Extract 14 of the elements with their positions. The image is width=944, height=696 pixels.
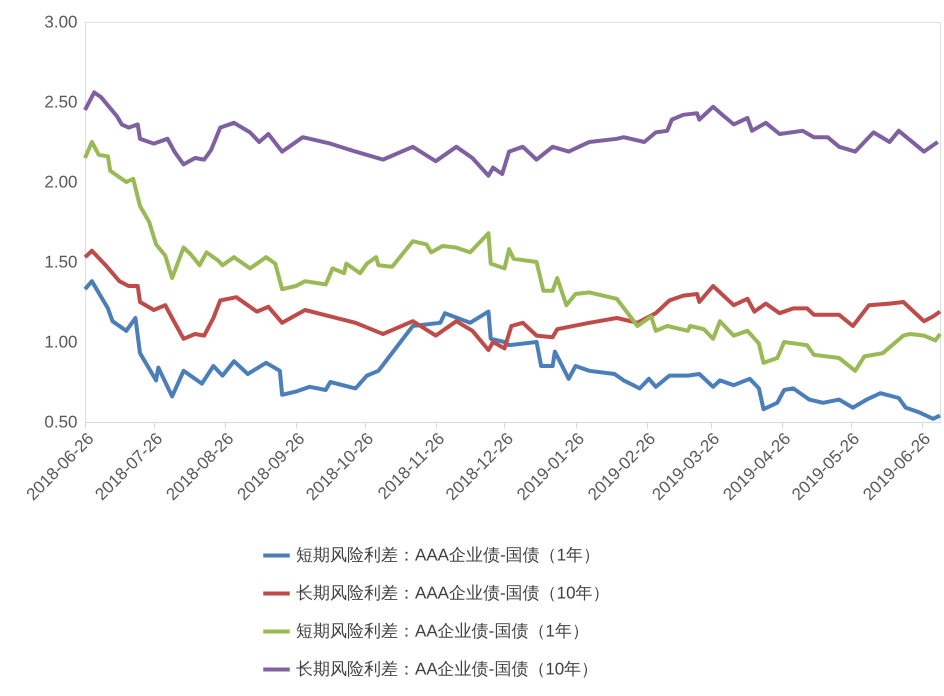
legend-label: 长期风险利差：AAA企业债-国债（10年） — [296, 584, 610, 602]
y-tick-label: 1.50 — [44, 252, 78, 272]
line-series — [83, 140, 942, 373]
legend-label: 短期风险利差：AA企业债-国债（1年） — [296, 622, 589, 640]
legend-label: 长期风险利差：AA企业债-国债（10年） — [296, 660, 598, 678]
y-tick-label: 3.00 — [44, 12, 78, 32]
y-tick-label: 2.50 — [44, 92, 78, 112]
line-series — [83, 90, 940, 178]
line-series — [83, 279, 942, 421]
y-tick-label: 0.50 — [44, 412, 78, 432]
y-tick-label: 1.00 — [44, 332, 78, 352]
line-series — [83, 248, 942, 352]
legend-label: 短期风险利差：AAA企业债-国债（1年） — [296, 546, 600, 564]
y-tick-label: 2.00 — [44, 172, 78, 192]
